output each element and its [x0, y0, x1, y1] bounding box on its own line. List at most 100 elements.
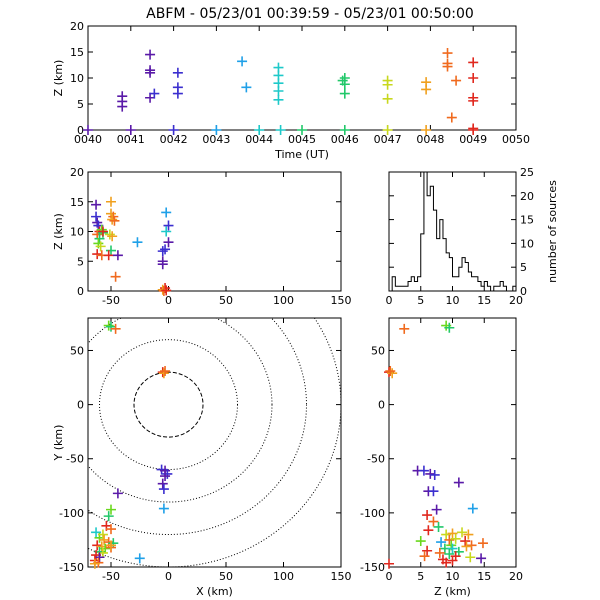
source-marker [103, 320, 114, 331]
z_plan-xtick-label: 15 [477, 570, 491, 583]
source-marker [145, 67, 156, 78]
source-marker [157, 259, 168, 270]
source-marker [106, 504, 116, 515]
source-marker [106, 540, 116, 551]
height_histogram-ytick-label: 10 [520, 237, 534, 250]
source-marker [134, 553, 145, 564]
time_height-ytick-label: 0 [77, 124, 84, 137]
source-marker [104, 229, 115, 240]
source-marker [158, 503, 169, 514]
source-marker [168, 125, 179, 135]
plan_view-xtick-label: 50 [219, 570, 233, 583]
source-marker [97, 226, 108, 237]
source-marker [431, 504, 442, 515]
z_plan-xtick-label: 10 [446, 570, 460, 583]
source-marker [160, 366, 171, 377]
source-marker [476, 553, 487, 564]
source-marker [172, 67, 183, 78]
plan_view-panel: -50 0 50 100 150 -150 -100 -50 0 50 X (km) Y (km) [52, 317, 352, 598]
time_height-xtick-label: 0040 [74, 133, 102, 146]
source-marker [382, 125, 393, 135]
source-marker [161, 207, 172, 218]
figure-title: ABFM - 05/23/01 00:39:59 - 05/23/01 00:5… [146, 6, 474, 22]
source-marker [161, 226, 172, 237]
x_height-xtick-label: 0 [165, 294, 172, 307]
source-marker [163, 237, 174, 248]
source-marker [117, 91, 128, 102]
z_plan-ytick-label: -150 [360, 561, 385, 574]
time_height-ytick-label: 5 [77, 98, 84, 111]
range-ring [88, 318, 307, 535]
x_height-ytick-label: 5 [77, 255, 84, 268]
source-marker [97, 529, 108, 540]
source-marker [297, 125, 307, 135]
source-marker [419, 551, 430, 562]
x_height-frame [87, 171, 342, 292]
plan_view-xlabel: X (km) [196, 585, 233, 598]
source-marker [273, 94, 284, 105]
source-marker [444, 534, 455, 545]
source-marker [422, 510, 433, 521]
height_histogram-xtick-label: 10 [446, 294, 460, 307]
source-marker [441, 529, 452, 540]
time_height-xtick-label: 0050 [502, 133, 530, 146]
source-marker [110, 323, 121, 334]
source-marker [382, 79, 393, 90]
source-marker [339, 88, 350, 99]
height_histogram-ytick-label: 15 [520, 214, 534, 227]
source-marker [161, 285, 172, 296]
time_height-xtick-label: 0046 [331, 133, 359, 146]
source-marker [451, 75, 462, 86]
source-marker [442, 48, 453, 59]
z_plan-panel: 0 5 10 15 20 -150 -100 -50 0 50 Z (km) [360, 317, 523, 598]
source-marker [466, 540, 477, 551]
source-marker [461, 541, 472, 552]
source-marker [447, 543, 458, 554]
source-marker [428, 486, 439, 497]
time_height-panel: 0040 0041 0042 0043 0044 0045 0046 0047 0048 0049… [52, 20, 530, 161]
plan_view-ytick-label: -50 [66, 453, 84, 466]
source-marker [83, 125, 93, 135]
source-marker [339, 125, 350, 135]
source-marker [273, 86, 284, 96]
source-marker [110, 271, 121, 282]
source-marker [468, 57, 479, 68]
source-marker [106, 196, 116, 207]
source-marker [132, 237, 143, 248]
z_plan-ytick-label: 50 [371, 344, 385, 357]
z_plan-ytick-label: 0 [378, 399, 385, 412]
time_height-ytick-label: 10 [70, 72, 84, 85]
source-marker [109, 215, 120, 226]
source-marker [94, 233, 105, 244]
source-marker [106, 245, 116, 256]
source-marker [399, 323, 410, 334]
source-marker [447, 528, 458, 539]
source-marker [100, 543, 111, 554]
source-marker [423, 525, 434, 536]
source-marker [450, 533, 461, 544]
source-marker [442, 61, 453, 72]
x_height-xtick-label: 50 [219, 294, 233, 307]
time_height-xtick-label: 0044 [245, 133, 273, 146]
range-rings [88, 318, 341, 567]
source-marker [447, 555, 458, 566]
source-marker [275, 125, 286, 135]
source-marker [125, 125, 136, 135]
source-marker [385, 366, 396, 377]
time_height-xlabel: Time (UT) [274, 148, 329, 161]
range-ring [88, 318, 273, 503]
height_histogram-ytick-label: 25 [520, 166, 534, 179]
source-marker [92, 229, 103, 240]
plan_view-ytick-label: -100 [59, 507, 84, 520]
source-marker [421, 125, 432, 135]
z_plan-xtick-label: 0 [386, 570, 393, 583]
time_height-xtick-label: 0045 [288, 133, 316, 146]
plan_view-ylabel: Y (km) [52, 425, 65, 462]
source-marker [468, 125, 479, 135]
source-marker [463, 529, 474, 540]
x_height-ytick-label: 10 [70, 226, 84, 239]
x_height-ytick-label: 20 [70, 166, 84, 179]
plan_view-xtick-label: 100 [273, 570, 294, 583]
height_histogram-ytick-label: 20 [520, 190, 534, 203]
